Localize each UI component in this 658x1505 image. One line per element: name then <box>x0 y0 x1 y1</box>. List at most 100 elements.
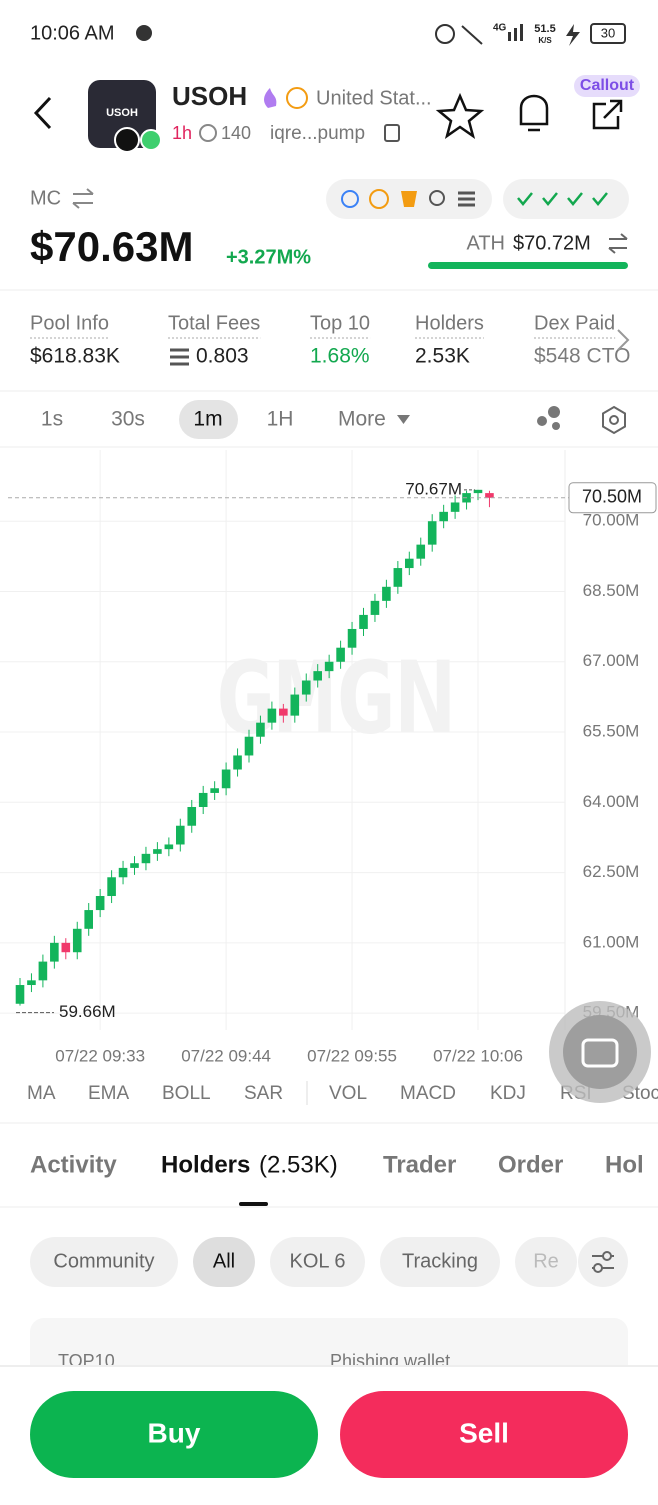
candle-body <box>301 680 311 695</box>
y-tick-label: 61.00M <box>583 932 640 951</box>
filter-label: Community <box>53 1250 154 1272</box>
filter-pill[interactable] <box>193 1237 255 1287</box>
tab[interactable]: Order <box>498 1151 563 1178</box>
chart-settings <box>609 415 619 425</box>
status-icon <box>136 25 152 41</box>
candle-body <box>279 708 288 716</box>
favorite-button[interactable] <box>435 92 485 139</box>
filter-pill[interactable] <box>270 1237 365 1287</box>
interval-active <box>179 400 238 439</box>
buy-button[interactable] <box>30 1391 318 1478</box>
token-image-text: USOH <box>106 107 138 119</box>
status-network: 4G <box>493 23 507 34</box>
tab-active[interactable]: Holders <box>161 1151 250 1178</box>
x-tick-label: 07/22 09:44 <box>181 1046 271 1065</box>
chart-style[interactable] <box>548 406 560 418</box>
indicator[interactable]: MACD <box>400 1083 456 1104</box>
callout-badge[interactable] <box>574 75 640 97</box>
status-speed-unit: K/S <box>538 36 552 45</box>
y-tick-label: 68.50M <box>583 581 640 600</box>
signal <box>508 32 511 41</box>
interval[interactable]: 1m <box>193 408 222 431</box>
ath-label: ATH <box>466 232 505 254</box>
audit-icon <box>401 191 417 207</box>
battery <box>590 23 626 44</box>
sell-button[interactable] <box>340 1391 628 1478</box>
mc-label: MC <box>30 187 61 209</box>
candle-body <box>95 896 105 911</box>
candle-body <box>450 502 460 512</box>
indicator[interactable]: VOL <box>329 1083 367 1104</box>
y-tick-label: 62.50M <box>583 862 640 881</box>
token-views: 140 <box>221 123 251 143</box>
candle-body <box>221 769 231 789</box>
charging-icon <box>566 24 580 46</box>
ath-bar <box>428 262 628 269</box>
candle-body <box>198 792 208 807</box>
stat-label[interactable]: Pool Info <box>30 312 109 334</box>
indicator[interactable]: KDJ <box>490 1083 526 1104</box>
stat-label[interactable]: Total Fees <box>168 312 260 334</box>
tab[interactable]: Activity <box>30 1151 117 1178</box>
market-cap: $70.63M <box>30 223 193 270</box>
candle-body <box>164 844 174 850</box>
interval[interactable]: More <box>338 408 386 431</box>
filter-label: KOL 6 <box>290 1250 346 1272</box>
candle-body <box>130 863 139 868</box>
interval[interactable]: 1H <box>267 408 294 431</box>
watermark: GMGN <box>215 639 456 756</box>
y-tick-label: 65.50M <box>583 722 640 741</box>
alert-button[interactable] <box>519 94 549 132</box>
audit-icon <box>429 190 445 206</box>
stat-label[interactable]: Holders <box>415 312 484 334</box>
share-button[interactable] <box>592 99 623 130</box>
audit-icon <box>341 190 359 208</box>
tab[interactable]: Trader <box>383 1151 456 1178</box>
scroll-right[interactable] <box>617 329 630 351</box>
candle-body <box>439 511 448 522</box>
token-image[interactable] <box>88 80 156 148</box>
filter-label: Re <box>533 1250 559 1272</box>
indicator[interactable]: MA <box>27 1083 56 1104</box>
candle-body <box>393 568 403 587</box>
filter-pill[interactable] <box>380 1237 500 1287</box>
status-icon <box>461 25 483 45</box>
candle-body <box>244 736 254 756</box>
swap-icon[interactable] <box>608 233 628 254</box>
filter-label: Tracking <box>402 1250 478 1272</box>
signal <box>514 28 517 41</box>
filter-icon <box>593 1263 603 1273</box>
buy-label: Buy <box>148 1417 201 1448</box>
tab-indicator <box>239 1202 268 1206</box>
tab[interactable]: Hol <box>605 1151 644 1178</box>
stat-label[interactable]: Top 10 <box>310 312 370 334</box>
filter-pill[interactable] <box>30 1237 178 1287</box>
copy-button[interactable] <box>384 124 400 142</box>
signal <box>520 24 523 41</box>
interval[interactable]: 1s <box>41 408 63 431</box>
filter-settings[interactable] <box>578 1237 628 1287</box>
indicator[interactable]: EMA <box>88 1083 130 1104</box>
indicator[interactable]: BOLL <box>162 1083 211 1104</box>
candle-body <box>256 722 265 737</box>
y-tick-label: 67.00M <box>583 651 640 670</box>
filter-pill[interactable] <box>515 1237 577 1287</box>
tab-count: (2.53K) <box>259 1151 338 1178</box>
callout-label: Callout <box>580 77 635 94</box>
swap-icon[interactable] <box>72 188 94 209</box>
stat-value: $618.83K <box>30 345 120 368</box>
audit-icon <box>458 191 475 207</box>
token-age: 1h <box>172 123 192 143</box>
stat-label[interactable]: Dex Paid <box>534 312 615 334</box>
back-button[interactable] <box>33 96 52 130</box>
stat-value: 1.68% <box>310 345 370 368</box>
checks[interactable] <box>503 179 629 219</box>
indicator[interactable]: SAR <box>244 1083 283 1104</box>
x-tick-label: 07/22 10:06 <box>433 1046 523 1065</box>
interval[interactable]: 30s <box>111 408 145 431</box>
chart-settings[interactable] <box>602 405 626 435</box>
candle-body <box>324 661 334 672</box>
candle-body <box>141 853 151 864</box>
candle-body <box>72 928 82 953</box>
